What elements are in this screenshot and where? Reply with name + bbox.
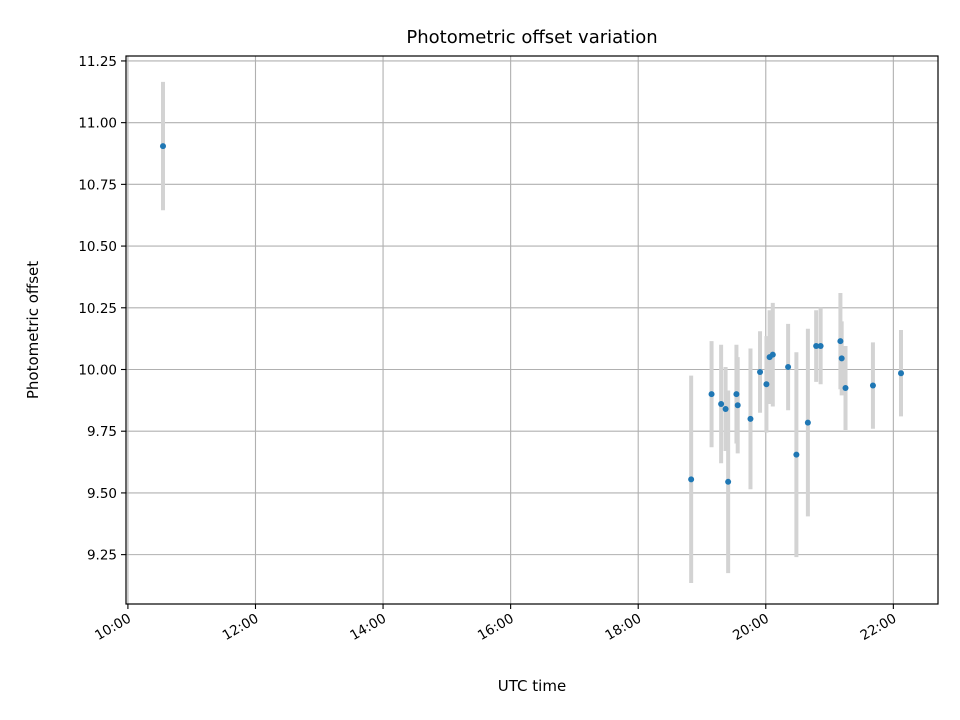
x-axis-title: UTC time: [498, 677, 566, 695]
grid: [126, 56, 938, 604]
y-axis: 9.25 9.50 9.75 10.00 10.25 10.50 10.75 11.00 11.…: [78, 54, 126, 564]
y-tick-label: 9.75: [87, 424, 117, 440]
data-point: [733, 391, 740, 398]
data-point: [838, 355, 845, 362]
y-tick-label: 10.75: [78, 177, 117, 193]
data-point: [718, 401, 725, 408]
data-point: [898, 370, 905, 377]
y-tick-label: 9.25: [87, 548, 117, 564]
y-tick-label: 11.00: [78, 116, 117, 132]
data-point: [725, 478, 732, 485]
chart-title: Photometric offset variation: [406, 27, 657, 48]
data-point: [785, 364, 792, 371]
data-point: [813, 343, 820, 350]
y-tick-label: 10.00: [78, 362, 117, 378]
data-point: [763, 381, 770, 388]
y-tick-label: 11.25: [78, 54, 117, 70]
data-point: [734, 402, 741, 409]
data-point: [817, 343, 824, 350]
data-point: [757, 368, 764, 375]
y-tick-label: 10.50: [78, 239, 117, 255]
data-point: [804, 419, 811, 426]
data-point: [688, 476, 695, 483]
data-point: [837, 338, 844, 345]
y-tick-label: 10.25: [78, 301, 117, 317]
data-point: [159, 143, 166, 150]
data-point: [842, 385, 849, 392]
data-point: [769, 351, 776, 358]
y-axis-title: Photometric offset: [24, 261, 42, 399]
data-point: [793, 451, 800, 458]
data-point: [747, 415, 754, 422]
y-tick-label: 9.50: [87, 486, 117, 502]
data-point: [708, 391, 715, 398]
data-points: [159, 143, 905, 485]
plot-frame: [125, 55, 939, 605]
data-point: [869, 382, 876, 389]
data-point: [722, 405, 729, 412]
